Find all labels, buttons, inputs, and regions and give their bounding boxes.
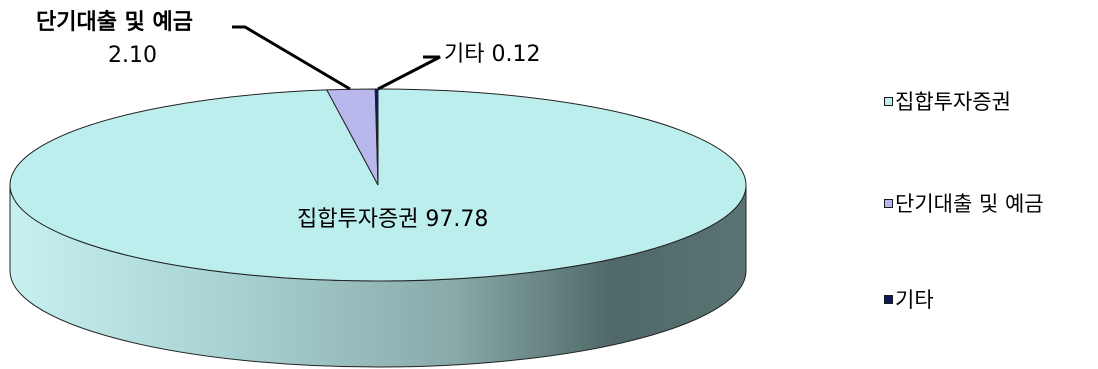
label-short-term-name: 단기대출 및 예금 — [36, 10, 193, 35]
leader-line-short-term — [232, 25, 351, 91]
legend-label: 집합투자증권 — [895, 90, 1011, 114]
legend-item-short-term: 단기대출 및 예금 — [884, 188, 1044, 218]
legend-swatch-icon — [884, 96, 893, 106]
legend-item-collective-investment: 집합투자증권 — [884, 86, 1011, 116]
legend-swatch-icon — [884, 198, 893, 208]
legend-label: 단기대출 및 예금 — [895, 192, 1044, 216]
label-collective-investment: 집합투자증권 97.78 — [297, 207, 488, 232]
legend-label: 기타 — [895, 288, 934, 312]
label-other: 기타 0.12 — [444, 42, 540, 67]
legend-item-other: 기타 — [884, 284, 934, 314]
legend-swatch-icon — [884, 294, 893, 304]
leader-line-other — [377, 55, 441, 91]
pie-slice-2 — [374, 88, 379, 186]
label-short-term-value: 2.10 — [108, 43, 157, 68]
